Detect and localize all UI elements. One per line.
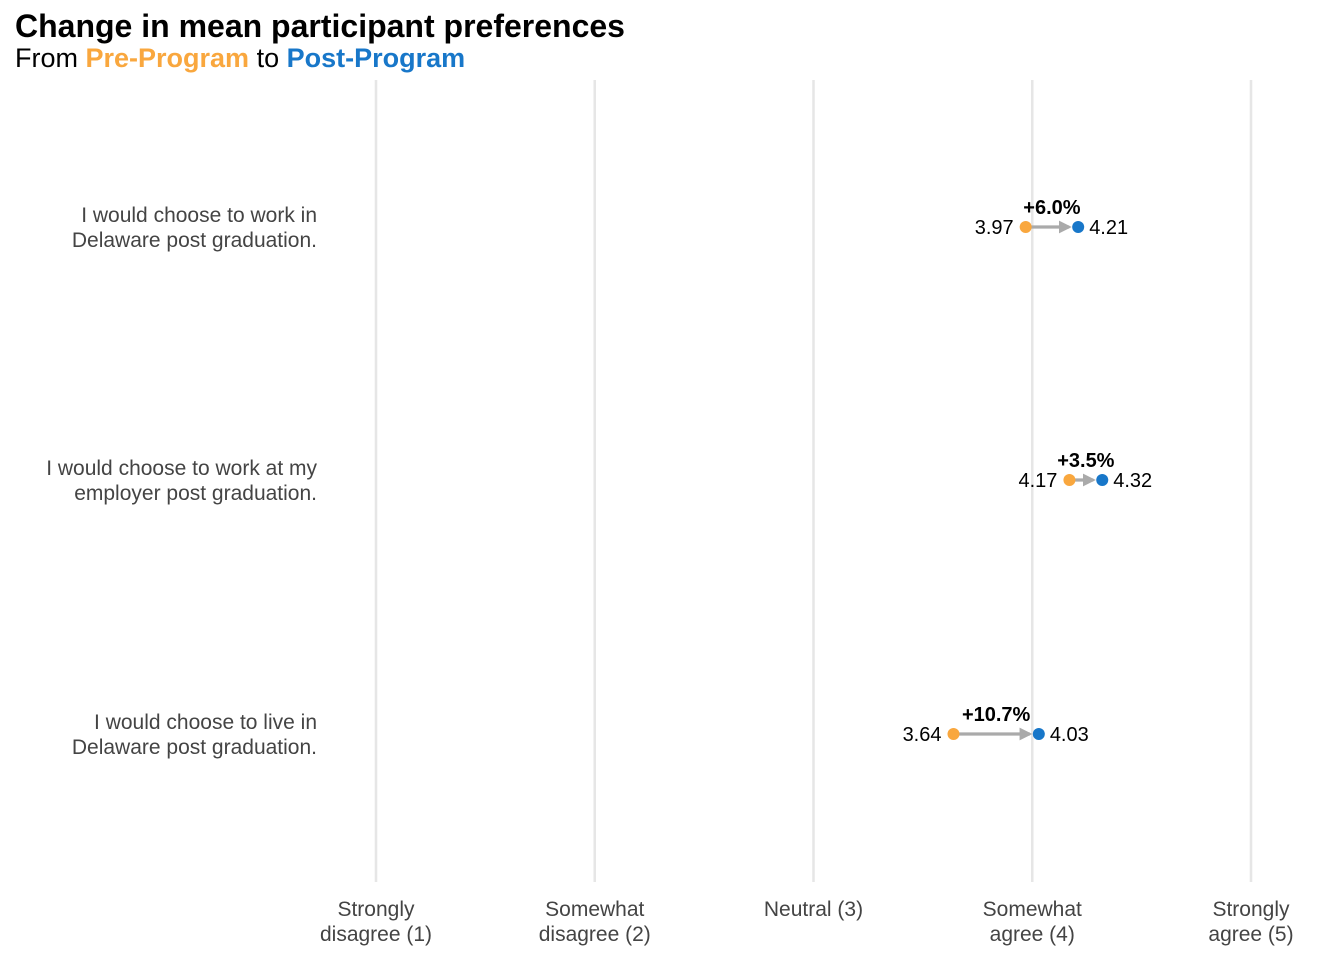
post-program-point [1096,474,1109,486]
chart-subtitle: From Pre-Program to Post-Program [15,43,465,74]
post-program-point [1032,728,1045,740]
x-tick-label: Somewhat agree (4) [983,898,1082,946]
post-value-label: 4.32 [1113,470,1152,492]
x-tick-label: Strongly agree (5) [1208,898,1293,946]
gridlines [374,80,1253,882]
chart-title: Change in mean participant preferences [15,8,625,44]
category-label: I would choose to live in Delaware post g… [72,711,317,759]
category-label: I would choose to work in Delaware post g… [72,204,317,252]
category-label: I would choose to work at my employer pos… [46,457,317,505]
post-program-point [1072,221,1085,233]
post-value-label: 4.21 [1089,217,1128,239]
post-value-label: 4.03 [1050,724,1089,746]
percent-change-label: +10.7% [962,704,1031,726]
pre-value-label: 3.64 [903,724,942,746]
x-tick-label: Neutral (3) [764,898,863,921]
pre-program-point [947,728,960,740]
x-tick-label: Strongly disagree (1) [320,898,432,946]
x-tick-label: Somewhat disagree (2) [539,898,651,946]
data-marks: 3.97 4.21 +6.0% 4.17 4.32+3.5% 3.64 4.03 +10.7% [903,197,1153,746]
pre-value-label: 4.17 [1019,470,1058,492]
subtitle-post-program: Post-Program [286,43,466,73]
percent-change-label: +3.5% [1057,450,1114,472]
subtitle-prefix: From [15,43,86,73]
x-axis: Strongly disagree (1) Somewhat disagree (2)… [320,898,1294,946]
pre-program-point [1019,221,1032,233]
y-axis: I would choose to work in Delaware post g… [46,204,317,759]
subtitle-pre-program: Pre-Program [85,43,250,73]
pre-value-label: 3.97 [975,217,1014,239]
subtitle-middle: to [249,43,287,73]
percent-change-label: +6.0% [1023,197,1080,219]
pre-program-point [1063,474,1076,486]
